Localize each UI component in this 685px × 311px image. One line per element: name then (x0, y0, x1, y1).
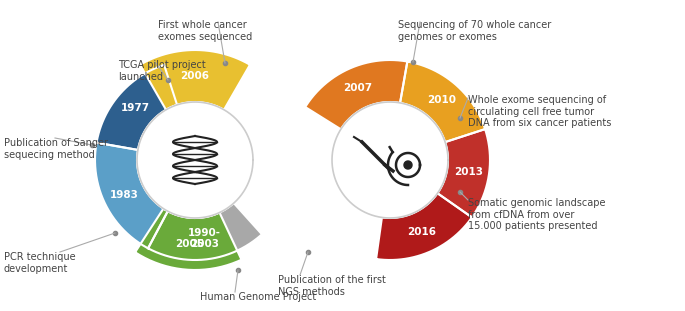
Text: Human Genome Project: Human Genome Project (200, 292, 316, 302)
Text: Somatic genomic landscape
from cfDNA from over
15.000 patients presented: Somatic genomic landscape from cfDNA fro… (468, 198, 606, 231)
Polygon shape (148, 203, 262, 260)
Text: Sequencing of 70 whole cancer
genomes or exomes: Sequencing of 70 whole cancer genomes or… (398, 20, 551, 42)
Polygon shape (95, 143, 168, 248)
Text: 1990-
2003: 1990- 2003 (188, 228, 221, 249)
Text: First whole cancer
exomes sequenced: First whole cancer exomes sequenced (158, 20, 252, 42)
Text: PCR technique
development: PCR technique development (4, 252, 75, 274)
Text: Publication of the first
NGS methods: Publication of the first NGS methods (278, 275, 386, 297)
Text: 1983: 1983 (110, 190, 138, 200)
Text: TCGA pilot project
launched: TCGA pilot project launched (118, 60, 206, 81)
Text: Whole exome sequencing of
circulating cell free tumor
DNA from six cancer patien: Whole exome sequencing of circulating ce… (468, 95, 612, 128)
Text: 1977: 1977 (121, 103, 150, 113)
Polygon shape (438, 129, 490, 217)
Polygon shape (404, 161, 412, 169)
Text: 2010: 2010 (427, 95, 456, 105)
Text: Publication of Sanger
sequecing method: Publication of Sanger sequecing method (4, 138, 108, 160)
Polygon shape (332, 102, 448, 218)
Text: 2005: 2005 (175, 239, 203, 249)
Polygon shape (376, 193, 472, 260)
Polygon shape (400, 62, 485, 142)
Text: 2006: 2006 (181, 71, 210, 81)
Polygon shape (97, 65, 177, 150)
Polygon shape (137, 102, 253, 218)
Polygon shape (306, 60, 408, 129)
Polygon shape (140, 50, 250, 110)
Text: 2016: 2016 (407, 227, 436, 237)
Polygon shape (135, 209, 242, 270)
Text: 2007: 2007 (343, 83, 373, 93)
Text: 2013: 2013 (453, 167, 483, 177)
